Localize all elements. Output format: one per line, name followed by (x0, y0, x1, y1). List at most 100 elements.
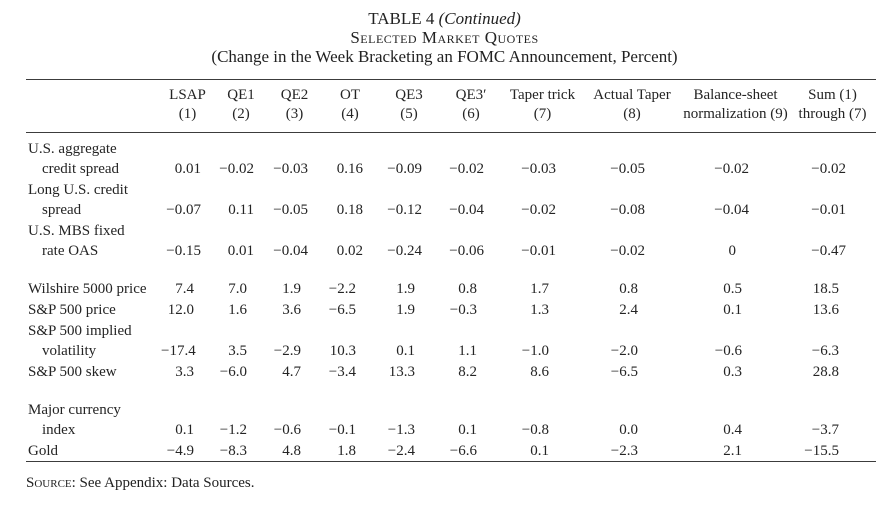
value-cell: 0.3 (723, 364, 742, 380)
value-cell: −6.5 (328, 302, 356, 318)
value-cell: −6.3 (811, 343, 839, 359)
value-cell: −0.24 (387, 243, 422, 259)
source-note: Source: See Appendix: Data Sources. (26, 475, 889, 492)
spacer-row (26, 261, 876, 278)
table-row: U.S. MBS fixed rate OAS −0.15 0.01 −0.04 0.02… (26, 220, 876, 261)
value-cell: 8.2 (458, 364, 477, 380)
spacer-row (26, 382, 876, 399)
market-quotes-table: LSAP (1) QE1 (2) QE2 (3) OT (4) QE3 (5) QE3′(… (26, 79, 876, 462)
value-cell: 0.18 (336, 202, 363, 218)
value-cell: −0.04 (273, 243, 308, 259)
column-header-qe3: QE3 (5) (395, 87, 423, 122)
value-cell: −0.02 (714, 161, 749, 177)
value-cell: −2.0 (610, 343, 638, 359)
value-cell: 7.0 (228, 281, 247, 297)
column-header-qe2: QE2 (3) (280, 87, 309, 122)
table-container: LSAP (1) QE1 (2) QE2 (3) OT (4) QE3 (5) QE3′(… (26, 79, 876, 462)
value-cell: −2.2 (328, 281, 356, 297)
value-cell: −17.4 (161, 343, 196, 359)
value-cell: 0.5 (723, 281, 742, 297)
value-cell: −2.9 (273, 343, 301, 359)
source-label: Source (26, 475, 72, 491)
column-header-ot: OT (4) (340, 87, 360, 122)
value-cell: −0.12 (387, 202, 422, 218)
value-cell: 1.9 (396, 302, 415, 318)
value-cell: −6.5 (610, 364, 638, 380)
value-cell: 1.9 (396, 281, 415, 297)
value-cell: −0.3 (449, 302, 477, 318)
column-header-lsap: LSAP (1) (169, 87, 206, 122)
column-header-balance-sheet-normalization: Balance-sheet normalization (9) (683, 87, 788, 122)
value-cell: −3.7 (811, 422, 839, 438)
value-cell: 12.0 (167, 302, 194, 318)
value-cell: −0.1 (328, 422, 356, 438)
value-cell: −6.6 (449, 443, 477, 459)
value-cell: 18.5 (812, 281, 839, 297)
value-cell: 0.8 (458, 281, 477, 297)
value-cell: 28.8 (812, 364, 839, 380)
value-cell: −0.05 (610, 161, 645, 177)
value-cell: 4.8 (282, 443, 301, 459)
column-header-qe1: QE1 (2) (227, 87, 255, 122)
value-cell: 13.3 (388, 364, 415, 380)
value-cell: −0.04 (449, 202, 484, 218)
value-cell: 1.7 (530, 281, 549, 297)
value-cell: −8.3 (219, 443, 247, 459)
value-cell: 0.1 (458, 422, 477, 438)
table-title: TABLE 4 (Continued) (0, 9, 889, 28)
table-title-continued: (Continued) (438, 9, 521, 28)
table-row: Gold −4.9 −8.3 4.8 1.8 −2.4 −6.6 0.1 −2.3 2.1 −15.… (26, 440, 876, 462)
value-cell: 0.4 (723, 422, 742, 438)
table-row: S&P 500 price 12.0 1.6 3.6 −6.5 1.9 −0.3 1.3 2.4… (26, 299, 876, 320)
row-label: Gold (28, 443, 58, 459)
value-cell: 1.8 (337, 443, 356, 459)
value-cell: 4.7 (282, 364, 301, 380)
column-header-sum: Sum (1) through (7) (798, 87, 867, 122)
table-caption: (Change in the Week Bracketing an FOMC A… (211, 47, 678, 66)
value-cell: 0.01 (174, 161, 201, 177)
column-header-qe3-prime: QE3′ (6) (455, 87, 487, 122)
value-cell: 2.1 (723, 443, 742, 459)
value-cell: −0.09 (387, 161, 422, 177)
value-cell: −0.02 (610, 243, 645, 259)
value-cell: 0.01 (227, 243, 254, 259)
value-cell: 1.6 (228, 302, 247, 318)
table-body: U.S. aggregate credit spread 0.01 −0.02 −0.0… (26, 133, 876, 462)
value-cell: −0.05 (273, 202, 308, 218)
value-cell: −15.5 (804, 443, 839, 459)
value-cell: 0.16 (336, 161, 363, 177)
row-label: Major currency index (28, 402, 121, 438)
value-cell: −3.4 (328, 364, 356, 380)
value-cell: −0.06 (449, 243, 484, 259)
value-cell: 10.3 (329, 343, 356, 359)
value-cell: 8.6 (530, 364, 549, 380)
value-cell: 0.8 (619, 281, 638, 297)
value-cell: −0.02 (811, 161, 846, 177)
value-cell: 0.0 (619, 422, 638, 438)
value-cell: −0.04 (714, 202, 749, 218)
table-row: S&P 500 implied volatility −17.4 3.5 −2.9 10.… (26, 320, 876, 361)
row-label: U.S. MBS fixed rate OAS (28, 223, 125, 259)
value-cell: 3.6 (282, 302, 301, 318)
value-cell: −6.0 (219, 364, 247, 380)
row-label: Wilshire 5000 price (28, 281, 147, 297)
value-cell: −0.02 (521, 202, 556, 218)
source-text: : See Appendix: Data Sources. (71, 475, 255, 491)
row-label: Long U.S. credit spread (28, 182, 128, 218)
table-subtitle: Selected Market Quotes (350, 28, 539, 47)
value-cell: −1.0 (521, 343, 549, 359)
value-cell: −0.8 (521, 422, 549, 438)
row-label: U.S. aggregate credit spread (28, 141, 120, 177)
table-title-block: TABLE 4 (Continued) Selected Market Quot… (0, 9, 889, 66)
value-cell: −0.01 (521, 243, 556, 259)
value-cell: 0.1 (723, 302, 742, 318)
value-cell: −0.02 (449, 161, 484, 177)
value-cell: −4.9 (166, 443, 194, 459)
table-header: LSAP (1) QE1 (2) QE2 (3) OT (4) QE3 (5) QE3′(… (26, 79, 876, 133)
value-cell: −0.02 (219, 161, 254, 177)
value-cell: −0.03 (273, 161, 308, 177)
value-cell: 0.1 (175, 422, 194, 438)
value-cell: 13.6 (812, 302, 839, 318)
table-row: U.S. aggregate credit spread 0.01 −0.02 −0.0… (26, 133, 876, 180)
